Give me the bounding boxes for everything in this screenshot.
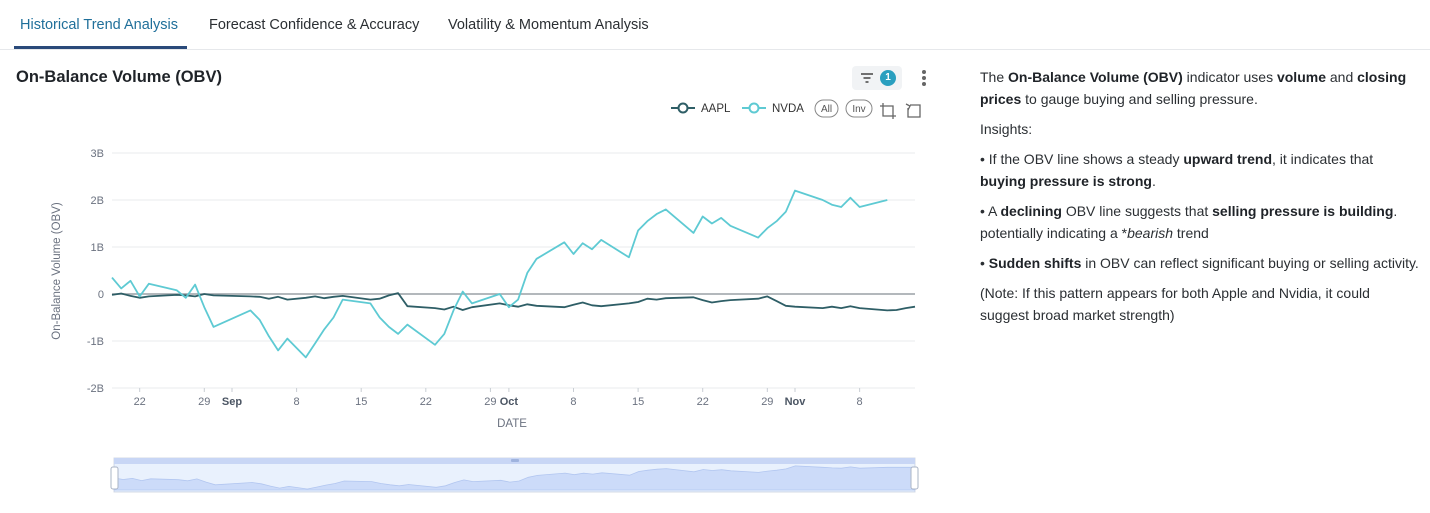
y-tick-label: -1B — [87, 336, 104, 348]
legend-inv-label: Inv — [852, 104, 865, 115]
series-line-nvda[interactable] — [111, 189, 888, 359]
y-axis-label: On-Balance Volume (OBV) — [51, 202, 63, 340]
series-line-aapl[interactable] — [111, 292, 916, 312]
legend-item-nvda[interactable]: NVDA — [742, 102, 804, 115]
bullet-upward-run: , it indicates that — [1272, 151, 1374, 167]
description-intro: The On-Balance Volume (OBV) indicator us… — [980, 66, 1420, 110]
y-tick-label: 1B — [91, 242, 104, 254]
bullet-declining-run: trend — [1173, 225, 1209, 241]
tab-volatility-momentum-analysis[interactable]: Volatility & Momentum Analysis — [448, 17, 649, 33]
intro-run: volume — [1276, 69, 1326, 85]
y-tick-label: 3B — [91, 148, 104, 160]
y-tick-label: -2B — [87, 383, 104, 395]
y-tick-label: 2B — [91, 195, 104, 207]
chart-title: On-Balance Volume (OBV) — [16, 68, 222, 86]
bullet-declining-run: bearish — [1127, 225, 1174, 241]
obv-description-panel: The On-Balance Volume (OBV) indicator us… — [980, 66, 1420, 334]
legend-inverse-button[interactable]: Inv — [845, 99, 873, 118]
bullet-declining-run: declining — [1000, 203, 1062, 219]
intro-run: On-Balance Volume (OBV) — [1008, 69, 1183, 85]
bullet-sudden-shifts-run: Sudden shifts — [988, 255, 1082, 271]
bullet-declining-run: . potentially indicating a * — [980, 203, 1398, 241]
intro-run: to gauge buying and selling pressure. — [1021, 91, 1258, 107]
kebab-menu-icon[interactable] — [916, 68, 932, 90]
x-tick-label: 15 — [632, 396, 644, 408]
legend-all-button[interactable]: All — [814, 99, 839, 118]
insight-bullet-upward: • If the OBV line shows a steady upward … — [980, 148, 1420, 192]
bullet-upward-run: • If the OBV line shows a steady — [980, 151, 1184, 167]
intro-run: and — [1325, 69, 1358, 85]
x-tick-label: 8 — [857, 396, 863, 408]
x-tick-label: 15 — [355, 396, 367, 408]
crop-zoom-icon[interactable] — [880, 103, 896, 119]
x-tick-label: 29 — [484, 396, 496, 408]
slider-handle-left[interactable] — [110, 466, 119, 490]
filter-count-badge: 1 — [880, 70, 896, 86]
intro-run: closing prices — [980, 69, 1407, 107]
x-tick-label: 22 — [697, 396, 709, 408]
bullet-upward-run: buying pressure is strong — [980, 173, 1152, 189]
slider-preview-area — [113, 465, 916, 491]
x-tick-label: 22 — [420, 396, 432, 408]
intro-run: The — [980, 69, 1009, 85]
insight-bullet-sudden-shifts: • Sudden shifts in OBV can reflect signi… — [980, 252, 1420, 274]
x-tick-label: 29 — [198, 396, 210, 408]
filter-icon — [861, 73, 873, 83]
tab-bar: Historical Trend Analysis Forecast Confi… — [0, 0, 1430, 50]
bullet-declining-run: • A — [980, 203, 1001, 219]
insights-label: Insights: — [980, 121, 1033, 137]
insight-bullet-declining: • A declining OBV line suggests that sel… — [980, 200, 1420, 244]
x-tick-label: Oct — [500, 396, 519, 408]
bullet-sudden-shifts-run: in OBV can reflect significant buying or… — [1081, 255, 1419, 271]
tab-forecast-confidence-accuracy[interactable]: Forecast Confidence & Accuracy — [209, 17, 420, 33]
x-tick-label: Sep — [222, 396, 242, 408]
zoom-reset-icon[interactable] — [905, 103, 921, 118]
x-tick-label: 29 — [761, 396, 773, 408]
tab-historical-trend-analysis[interactable]: Historical Trend Analysis — [20, 17, 178, 33]
y-tick-label: 0 — [98, 289, 104, 301]
legend: AAPL NVDA All Inv — [671, 99, 921, 119]
x-tick-label: 22 — [134, 396, 146, 408]
bullet-declining-run: OBV line suggests that — [1061, 203, 1213, 219]
legend-item-aapl[interactable]: AAPL — [671, 102, 731, 115]
bullet-upward-run: upward trend — [1183, 151, 1273, 167]
x-axis-label: DATE — [497, 418, 527, 430]
active-tab-indicator — [14, 46, 187, 49]
obv-line-chart: 3B 2B 1B 0 -1B -2B 22 29 Sep 8 15 22 29 Oct 8 15 22 29 No… — [51, 99, 921, 493]
bullet-upward-run: . — [1151, 173, 1156, 189]
x-tick-label: 8 — [294, 396, 300, 408]
legend-label-aapl: AAPL — [701, 103, 731, 115]
intro-run: indicator uses — [1182, 69, 1277, 85]
data-zoom-slider[interactable] — [110, 457, 919, 493]
legend-all-label: All — [821, 104, 832, 115]
x-tick-label: Nov — [785, 396, 807, 408]
description-note: (Note: If this pattern appears for both … — [980, 285, 1370, 323]
slider-handle-right[interactable] — [910, 466, 919, 490]
x-tick-label: 8 — [570, 396, 576, 408]
bullet-declining-run: selling pressure is building — [1212, 203, 1394, 219]
filter-button[interactable]: 1 — [852, 66, 902, 90]
bullet-sudden-shifts-run: • — [980, 255, 989, 271]
legend-label-nvda: NVDA — [772, 103, 804, 115]
